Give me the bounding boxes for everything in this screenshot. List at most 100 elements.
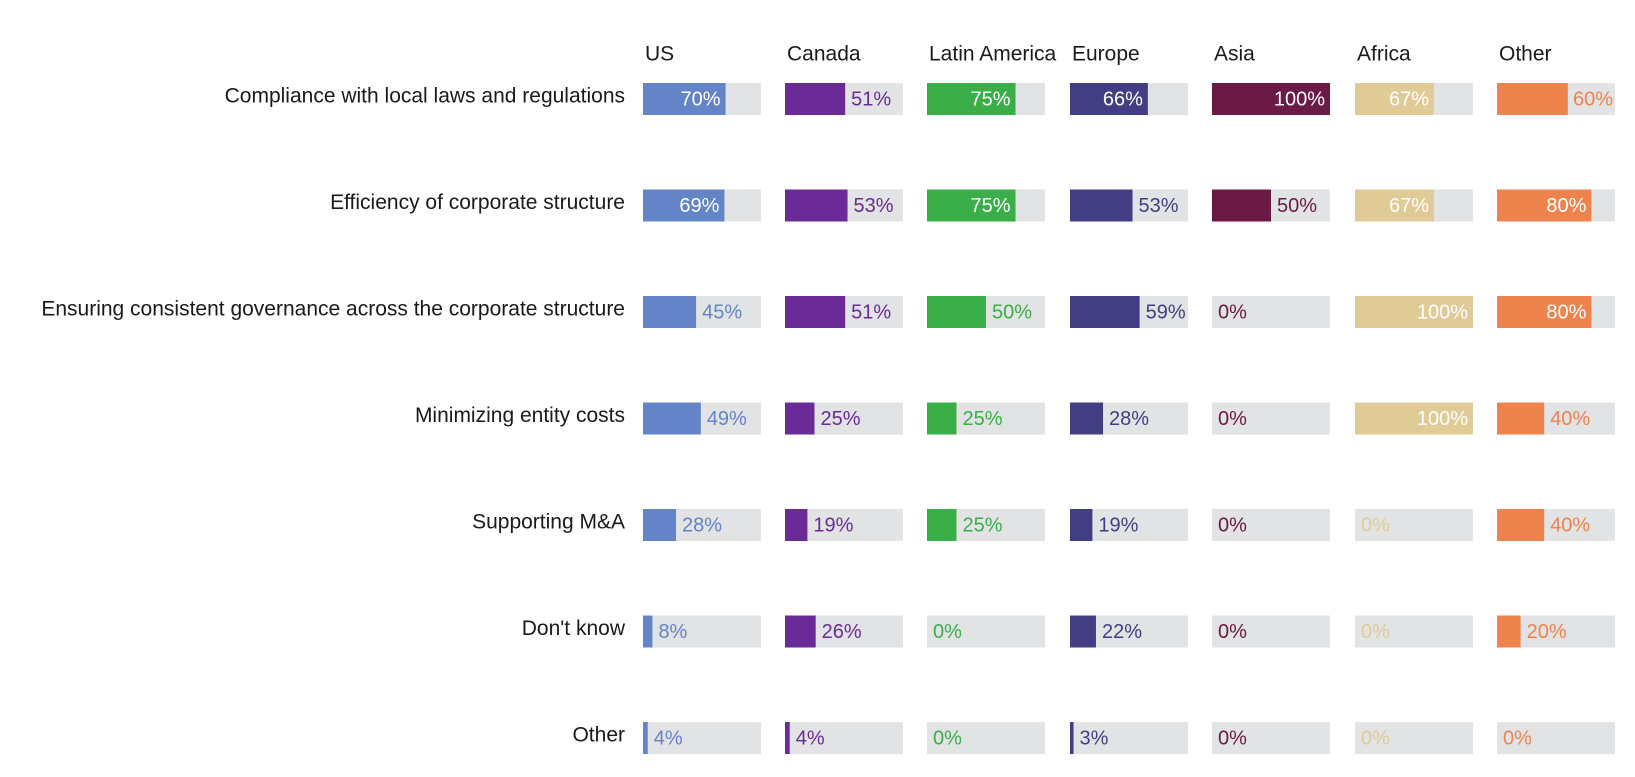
bar-fill: [643, 189, 725, 222]
bar-cell-latin-america-don-t-know: 0%: [927, 615, 1045, 648]
bar-fill: [785, 189, 848, 222]
value-label: 60%: [1573, 88, 1613, 110]
value-label: 51%: [851, 301, 891, 323]
bar-cell-canada-don-t-know: 26%: [785, 615, 903, 648]
bar-fill: [1355, 402, 1473, 435]
bar-cell-us-ensuring-consistent-governance-across-the-corporate-structure: 45%: [643, 296, 761, 328]
bar-track: [785, 722, 903, 754]
row-label-efficiency-of-corporate-structure: Efficiency of corporate structure: [330, 191, 625, 214]
bar-fill: [785, 402, 815, 435]
bar-cell-europe-minimizing-entity-costs: 28%: [1070, 402, 1188, 435]
value-label: 80%: [1546, 301, 1586, 323]
value-label: 0%: [1218, 621, 1247, 643]
column-label-europe: Europe: [1072, 43, 1140, 66]
bar-cell-asia-don-t-know: 0%: [1212, 615, 1330, 648]
column-label-africa: Africa: [1357, 43, 1411, 66]
value-label: 53%: [854, 195, 894, 217]
value-label: 53%: [1139, 195, 1179, 217]
column-label-latin-america: Latin America: [929, 43, 1057, 66]
value-label: 0%: [1503, 727, 1532, 749]
bar-fill: [927, 189, 1016, 222]
bar-track: [1212, 402, 1330, 435]
bar-track: [643, 722, 761, 754]
bar-cell-other-other: 0%: [1497, 722, 1615, 754]
bar-fill: [1070, 402, 1104, 435]
value-label: 0%: [1361, 727, 1390, 749]
bar-fill: [785, 722, 790, 754]
column-label-us: US: [645, 43, 674, 66]
bar-cell-africa-compliance-with-local-laws-and-regulations: 67%: [1355, 83, 1473, 115]
value-label: 40%: [1550, 408, 1590, 430]
bar-track: [1212, 296, 1330, 328]
bar-cell-us-efficiency-of-corporate-structure: 69%: [643, 189, 761, 222]
bar-fill: [1070, 189, 1133, 222]
bar-track: [643, 615, 761, 648]
bar-cell-us-supporting-manda: 28%: [643, 509, 761, 541]
bar-fill: [643, 402, 701, 435]
value-label: 0%: [1218, 514, 1247, 536]
value-label: 26%: [822, 621, 862, 643]
bar-fill: [927, 296, 986, 328]
value-label: 75%: [970, 195, 1010, 217]
bar-cell-canada-efficiency-of-corporate-structure: 53%: [785, 189, 903, 222]
bar-cell-latin-america-efficiency-of-corporate-structure: 75%: [927, 189, 1045, 222]
bar-cell-latin-america-minimizing-entity-costs: 25%: [927, 402, 1045, 435]
bar-cell-other-supporting-manda: 40%: [1497, 509, 1615, 541]
bar-track: [927, 615, 1045, 648]
column-label-canada: Canada: [787, 43, 861, 66]
value-label: 40%: [1550, 514, 1590, 536]
bar-fill: [1070, 615, 1096, 648]
bar-fill: [1497, 402, 1545, 435]
bar-track: [1355, 615, 1473, 648]
value-label: 25%: [821, 408, 861, 430]
bar-track: [1212, 722, 1330, 754]
row-label-supporting-manda: Supporting M&A: [472, 511, 625, 534]
bar-cell-asia-ensuring-consistent-governance-across-the-corporate-structure: 0%: [1212, 296, 1330, 328]
value-label: 4%: [654, 727, 683, 749]
value-label: 59%: [1146, 301, 1186, 323]
bar-fill: [1070, 722, 1074, 754]
value-label: 0%: [1218, 408, 1247, 430]
bar-fill: [785, 615, 816, 648]
bar-cell-europe-compliance-with-local-laws-and-regulations: 66%: [1070, 83, 1188, 115]
bar-cell-canada-minimizing-entity-costs: 25%: [785, 402, 903, 435]
bar-track: [1070, 722, 1188, 754]
value-label: 0%: [1361, 514, 1390, 536]
row-label-minimizing-entity-costs: Minimizing entity costs: [415, 404, 625, 427]
bar-cell-africa-other: 0%: [1355, 722, 1473, 754]
value-label: 3%: [1080, 727, 1109, 749]
bar-cell-latin-america-other: 0%: [927, 722, 1045, 754]
bar-cell-asia-minimizing-entity-costs: 0%: [1212, 402, 1330, 435]
value-label: 66%: [1103, 88, 1143, 110]
bar-fill: [1212, 189, 1271, 222]
bar-cell-us-minimizing-entity-costs: 49%: [643, 402, 761, 435]
bar-cell-us-compliance-with-local-laws-and-regulations: 70%: [643, 83, 761, 115]
bar-cell-africa-efficiency-of-corporate-structure: 67%: [1355, 189, 1473, 222]
bar-cell-africa-ensuring-consistent-governance-across-the-corporate-structure: 100%: [1355, 296, 1473, 328]
bar-fill: [785, 509, 808, 541]
bar-cell-other-don-t-know: 20%: [1497, 615, 1615, 648]
value-label: 51%: [851, 88, 891, 110]
value-label: 67%: [1389, 195, 1429, 217]
bar-fill: [1497, 83, 1568, 115]
bar-fill: [785, 296, 846, 328]
bar-fill: [1355, 296, 1473, 328]
value-label: 80%: [1546, 195, 1586, 217]
bar-cell-europe-supporting-manda: 19%: [1070, 509, 1188, 541]
bar-cell-asia-compliance-with-local-laws-and-regulations: 100%: [1212, 83, 1330, 115]
value-label: 22%: [1102, 621, 1142, 643]
bar-fill: [1070, 83, 1148, 115]
bar-cell-asia-efficiency-of-corporate-structure: 50%: [1212, 189, 1330, 222]
bar-cell-other-compliance-with-local-laws-and-regulations: 60%: [1497, 83, 1615, 115]
bar-fill: [1070, 509, 1093, 541]
value-label: 50%: [992, 301, 1032, 323]
value-label: 0%: [933, 621, 962, 643]
value-label: 19%: [1098, 514, 1138, 536]
bar-fill: [927, 509, 957, 541]
bar-cell-other-ensuring-consistent-governance-across-the-corporate-structure: 80%: [1497, 296, 1615, 328]
bar-fill: [643, 615, 653, 648]
bar-cell-canada-other: 4%: [785, 722, 903, 754]
value-label: 0%: [933, 727, 962, 749]
bar-fill: [1497, 509, 1545, 541]
bar-cell-canada-compliance-with-local-laws-and-regulations: 51%: [785, 83, 903, 115]
